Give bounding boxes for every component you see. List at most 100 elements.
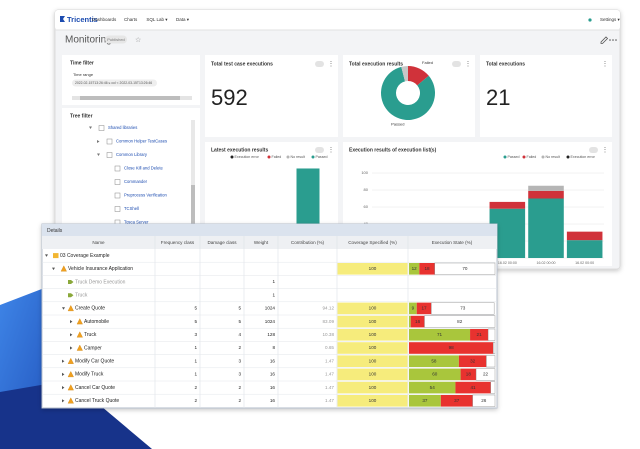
row-name[interactable]: Truck Demo Execution — [75, 279, 126, 285]
checkbox[interactable] — [114, 206, 121, 212]
coverage-value: 100 — [369, 385, 377, 390]
row-name[interactable]: Automobile — [84, 319, 109, 325]
checkbox[interactable] — [114, 179, 121, 185]
expand-arrow[interactable] — [97, 153, 100, 157]
legend-label: Execution error — [235, 155, 260, 159]
panel-menu[interactable]: ⋮ — [602, 148, 608, 154]
bar-segment — [528, 185, 564, 191]
bar-segment — [528, 190, 564, 199]
cell-contribution: 1.47 — [325, 358, 334, 363]
coverage-bar — [337, 381, 408, 394]
tree-item[interactable]: Common Library — [116, 152, 148, 157]
badge: Published — [107, 37, 125, 42]
bar-segment — [566, 240, 603, 258]
panel-title: Total executions — [486, 61, 525, 67]
row-name[interactable]: Create Quote — [75, 306, 105, 312]
warning-icon — [67, 305, 74, 312]
row-name[interactable]: Modify Car Quote — [75, 359, 114, 365]
tree-item[interactable]: Preprocess Verification — [124, 193, 167, 198]
more-icon[interactable] — [609, 39, 617, 41]
filter-badge[interactable] — [315, 61, 324, 67]
tree-item[interactable]: TCShell — [124, 206, 139, 211]
coverage-bar — [337, 395, 408, 407]
panel — [480, 55, 612, 137]
checkbox[interactable] — [98, 125, 105, 131]
tree-item[interactable]: Shared libraries — [108, 125, 137, 130]
execution-value: 58 — [431, 358, 437, 363]
cell-weight: 1 — [272, 279, 275, 284]
execution-value: 18 — [424, 266, 430, 271]
row-name[interactable]: Camper — [84, 345, 102, 351]
expand-arrow[interactable] — [62, 399, 65, 403]
nav-item[interactable]: SQL Lab ▾ — [146, 17, 168, 22]
execution-segment — [409, 355, 459, 367]
expand-arrow[interactable] — [62, 307, 65, 310]
expand-arrow[interactable] — [62, 359, 65, 363]
pie-slice — [408, 66, 429, 86]
execution-segment — [409, 329, 471, 341]
expand-arrow[interactable] — [52, 267, 55, 271]
panel-menu[interactable]: ⋮ — [328, 148, 334, 154]
checkbox[interactable] — [106, 152, 113, 158]
execution-segment — [458, 355, 487, 367]
nav-item[interactable]: Data ▾ — [176, 17, 190, 22]
expand-arrow[interactable] — [70, 333, 73, 337]
row-name[interactable]: Truck — [84, 332, 97, 338]
favorite-star[interactable]: ☆ — [135, 36, 141, 44]
expand-arrow[interactable] — [62, 386, 65, 390]
scroll-thumb[interactable] — [80, 96, 180, 100]
cell-contribution: 0.65 — [325, 345, 334, 350]
cell-contribution: 1.47 — [325, 372, 334, 377]
panel-menu[interactable]: ⋮ — [465, 62, 471, 68]
cell-contribution: 94.12 — [323, 306, 335, 311]
execution-segment — [409, 395, 441, 407]
tree-item[interactable]: Commander — [124, 179, 148, 184]
filter-badge[interactable] — [315, 147, 324, 153]
expand-arrow[interactable] — [45, 254, 48, 257]
expand-arrow[interactable] — [97, 140, 100, 143]
row-name[interactable]: Vehicle Insurance Application — [68, 266, 133, 272]
coverage-value: 100 — [369, 372, 377, 377]
legend-label: No result — [546, 155, 560, 159]
row-name[interactable]: Cancel Car Quote — [75, 385, 115, 391]
row-name[interactable]: Modify Truck — [75, 372, 104, 378]
checkbox[interactable] — [106, 138, 113, 145]
row-name[interactable]: Cancel Truck Quote — [75, 398, 119, 404]
row-name[interactable]: Truck — [75, 293, 88, 299]
tab[interactable]: Details — [47, 228, 63, 234]
checkbox[interactable] — [114, 165, 121, 172]
checkbox[interactable] — [114, 192, 121, 199]
execution-segment — [409, 263, 420, 275]
expand-arrow[interactable] — [89, 126, 92, 130]
execution-value: 17 — [421, 306, 427, 311]
cell-damage-class: 5 — [238, 306, 241, 311]
expand-arrow[interactable] — [70, 346, 73, 350]
execution-segment — [431, 302, 495, 315]
execution-segment — [410, 315, 425, 328]
panel-title: Total test case executions — [211, 61, 273, 67]
filter-badge[interactable] — [589, 147, 598, 153]
nav-item[interactable]: Charts — [124, 17, 138, 22]
range-pill[interactable] — [72, 79, 157, 87]
filter-badge[interactable] — [452, 61, 461, 67]
scroll-thumb[interactable] — [191, 185, 195, 225]
coverage-value: 100 — [369, 319, 377, 324]
tree-item[interactable]: Close Kill and Delete — [124, 166, 164, 171]
edit-icon[interactable] — [600, 36, 609, 44]
panel-menu[interactable]: ⋮ — [328, 62, 334, 68]
cell-damage-class: 2 — [238, 385, 241, 390]
tree-item[interactable]: Tosca Server — [124, 220, 149, 225]
nav-item[interactable]: Dashboards — [92, 17, 117, 22]
legend-label: Passed — [316, 155, 328, 159]
coverage-bar — [337, 355, 408, 367]
tree-item[interactable]: Common Helper TestCases — [116, 139, 167, 144]
panel-menu[interactable]: ⋮ — [602, 62, 608, 68]
status-dot — [588, 18, 592, 22]
settings-menu[interactable]: Settings ▾ — [600, 17, 621, 22]
coverage-value: 100 — [369, 398, 377, 403]
execution-value: 22 — [483, 372, 489, 377]
row-name[interactable]: 03 Coverage Example — [60, 253, 110, 259]
expand-arrow[interactable] — [70, 320, 73, 324]
expand-arrow[interactable] — [62, 372, 65, 376]
coverage-bar — [337, 263, 408, 275]
